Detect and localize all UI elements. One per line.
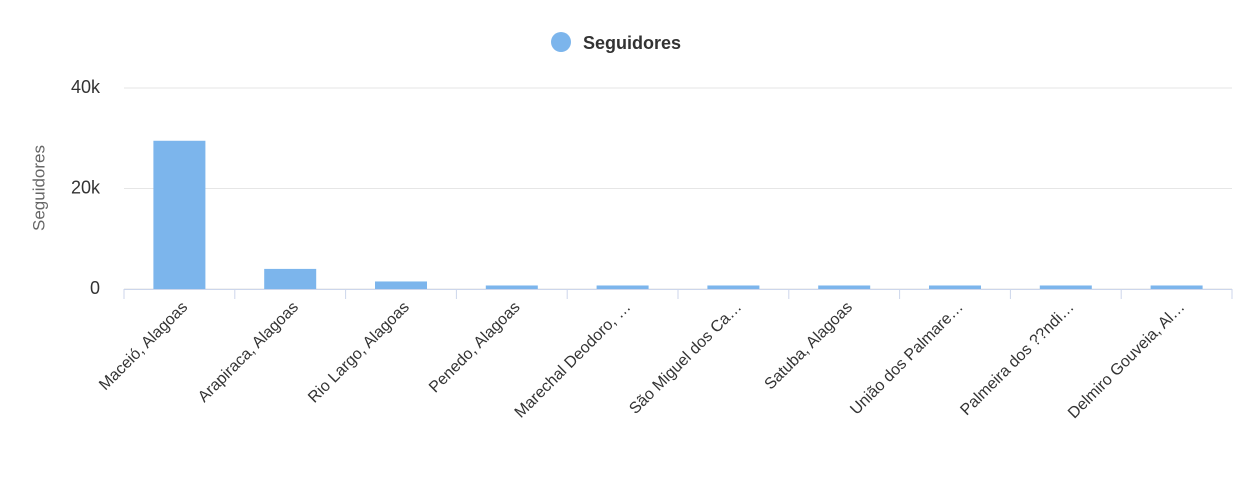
x-tick-label: São Miguel dos Ca… — [626, 299, 745, 418]
x-tick-label: Arapiraca, Alagoas — [195, 299, 302, 406]
x-tick-label: Rio Largo, Alagoas — [305, 299, 413, 407]
bar — [264, 268, 317, 289]
y-tick-label: 20k — [71, 177, 101, 197]
x-tick-label: União dos Palmare… — [847, 299, 967, 419]
y-tick-label: 40k — [71, 77, 101, 97]
legend-label: Seguidores — [583, 33, 681, 53]
x-tick-label: Delmiro Gouveia, Al… — [1065, 299, 1188, 422]
x-tick-label: Satuba, Alagoas — [762, 299, 856, 393]
bar — [1150, 285, 1203, 289]
bar — [1039, 285, 1092, 289]
x-tick-label: Palmeira dos ??ndi… — [957, 299, 1077, 419]
bar — [153, 140, 206, 289]
legend-marker — [551, 32, 571, 52]
x-tick-label: Marechal Deodoro, … — [512, 299, 635, 422]
bar — [929, 285, 981, 289]
y-tick-label: 0 — [90, 278, 100, 298]
bar — [375, 281, 427, 289]
bar — [596, 285, 649, 289]
x-tick-label: Maceió, Alagoas — [96, 299, 191, 394]
x-tick-label: Penedo, Alagoas — [426, 299, 524, 397]
bar — [485, 285, 538, 289]
y-axis-title: Seguidores — [29, 145, 48, 231]
bar — [707, 285, 760, 289]
bar — [818, 285, 871, 289]
